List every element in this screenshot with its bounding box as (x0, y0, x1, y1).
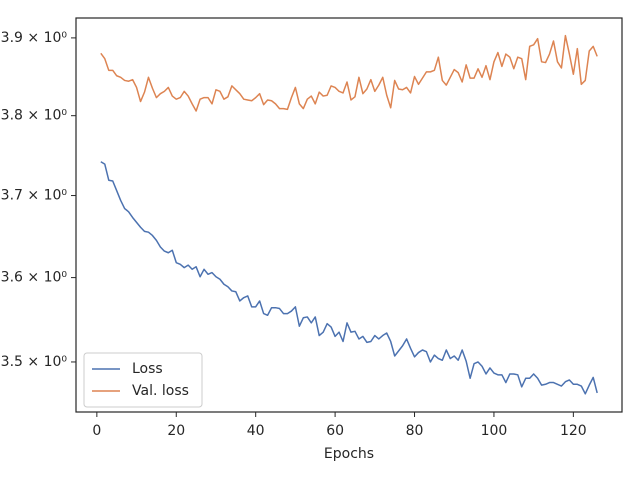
x-tick-label: 120 (560, 423, 587, 439)
x-tick-label: 20 (167, 423, 185, 439)
y-tick-label: 3.8 × 10⁰ (1, 108, 68, 124)
x-tick-label: 60 (326, 423, 344, 439)
x-tick-label: 40 (247, 423, 265, 439)
x-tick-label: 80 (406, 423, 424, 439)
series-line (100, 34, 598, 112)
legend-box (83, 352, 203, 408)
legend-label: Loss (132, 361, 163, 377)
x-axis-label: Epochs (324, 446, 374, 462)
legend-label: Val. loss (132, 383, 189, 399)
axes-frame (75, 17, 623, 413)
y-tick-label: 3.7 × 10⁰ (1, 188, 68, 204)
y-tick-label: 3.5 × 10⁰ (1, 354, 68, 370)
series-line (100, 161, 598, 395)
y-tick-label: 3.9 × 10⁰ (1, 30, 68, 46)
x-tick-label: 0 (92, 423, 101, 439)
y-tick-label: 3.6 × 10⁰ (1, 270, 68, 286)
x-tick-label: 100 (481, 423, 508, 439)
